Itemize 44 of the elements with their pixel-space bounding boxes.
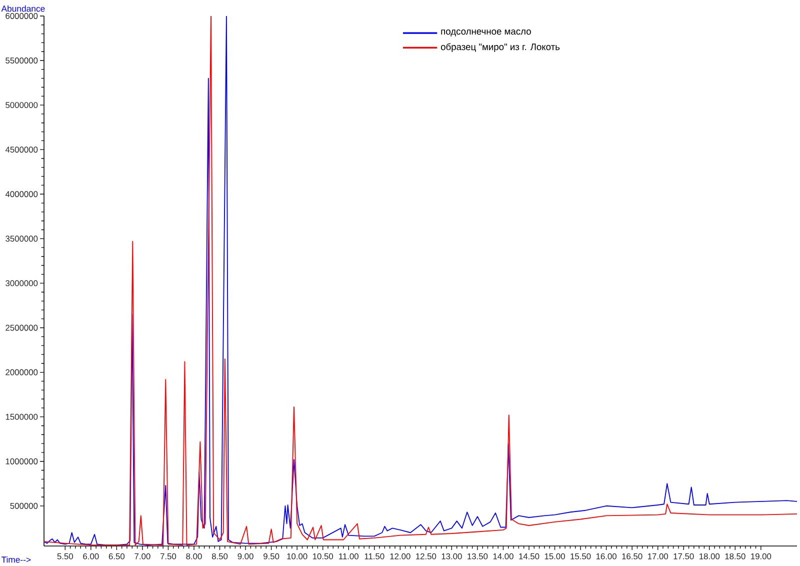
x-tick-label: 9.50 — [264, 553, 280, 560]
y-tick-label: 1500000 — [6, 414, 38, 420]
y-tick-label: 1000000 — [6, 458, 38, 464]
x-tick-label: 12.50 — [416, 553, 436, 560]
x-tick-label: 14.00 — [493, 553, 514, 560]
y-tick-label: 2000000 — [6, 369, 38, 376]
x-tick-label: 11.00 — [339, 553, 358, 560]
x-tick-label: 16.00 — [596, 553, 616, 560]
y-tick-label: 500000 — [10, 502, 38, 509]
x-tick-label: 17.00 — [648, 553, 668, 560]
x-tick-label: 10.50 — [312, 553, 334, 560]
x-tick-label: 11.50 — [364, 553, 384, 560]
x-tick-label: 18.00 — [700, 553, 720, 560]
y-tick-label: 6000000 — [6, 12, 38, 19]
y-tick-label: 3000000 — [6, 280, 38, 286]
legend-label: образец "миро" из г. Локоть — [440, 43, 560, 52]
y-tick-label: 2500000 — [6, 324, 38, 331]
x-tick-label: 17.50 — [674, 553, 694, 560]
x-tick-label: 6.00 — [83, 553, 99, 560]
x-tick-label: 7.00 — [134, 553, 150, 560]
x-tick-label: 19.00 — [751, 553, 772, 560]
x-tick-label: 18.50 — [725, 553, 746, 560]
x-tick-label: 8.00 — [186, 553, 202, 560]
x-tick-label: 7.50 — [160, 553, 176, 560]
x-tick-label: 16.50 — [622, 553, 642, 560]
x-tick-label: 12.00 — [390, 553, 410, 560]
x-tick-label: 15.50 — [570, 553, 591, 560]
x-tick-label: 13.50 — [468, 553, 488, 560]
x-axis-title: Time--> — [1, 556, 31, 563]
x-tick-label: 15.00 — [544, 553, 565, 560]
y-tick-label: 3500000 — [6, 236, 38, 242]
x-tick-label: 9.00 — [238, 553, 254, 560]
x-tick-label: 5.50 — [57, 553, 73, 560]
x-tick-label: 14.50 — [519, 553, 540, 560]
x-tick-label: 8.50 — [212, 553, 228, 560]
y-tick-label: 5000000 — [6, 102, 38, 108]
x-tick-label: 13.00 — [442, 553, 462, 560]
x-tick-label: 10.00 — [287, 553, 308, 560]
y-tick-label: 4500000 — [5, 146, 38, 153]
y-axis-title: Abundance — [1, 5, 45, 12]
legend-label: подсолнечное масло — [441, 30, 531, 36]
x-tick-label: 6.50 — [108, 553, 125, 560]
y-tick-label: 5500000 — [6, 58, 38, 64]
y-tick-label: 4000000 — [5, 191, 38, 198]
